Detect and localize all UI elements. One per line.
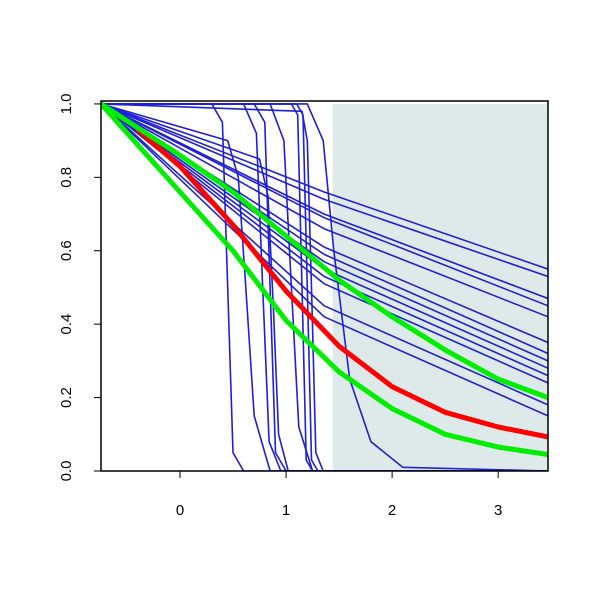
curve	[101, 103, 548, 270]
x-tick-label: 2	[388, 502, 396, 519]
curve	[101, 103, 548, 300]
y-tick-label: 0.2	[58, 387, 75, 408]
curve	[101, 103, 548, 417]
x-tick-label: 3	[494, 502, 502, 519]
y-tick-label: 0.0	[58, 461, 75, 482]
curve	[101, 101, 548, 401]
curve	[101, 103, 548, 278]
curve	[135, 127, 548, 440]
curve	[101, 103, 548, 471]
y-tick-label: 0.8	[58, 167, 75, 188]
curve	[101, 103, 548, 307]
y-tick-label: 0.6	[58, 240, 75, 261]
plot-area	[101, 101, 548, 471]
curve	[101, 103, 548, 471]
x-tick-label: 1	[282, 502, 290, 519]
y-tick-label: 1.0	[58, 94, 75, 115]
curve	[101, 103, 548, 471]
y-tick-label: 0.4	[58, 314, 75, 335]
curve	[101, 101, 548, 457]
curve	[101, 103, 548, 362]
curve	[101, 103, 548, 318]
curve	[101, 103, 548, 406]
x-tick-label: 0	[176, 502, 184, 519]
